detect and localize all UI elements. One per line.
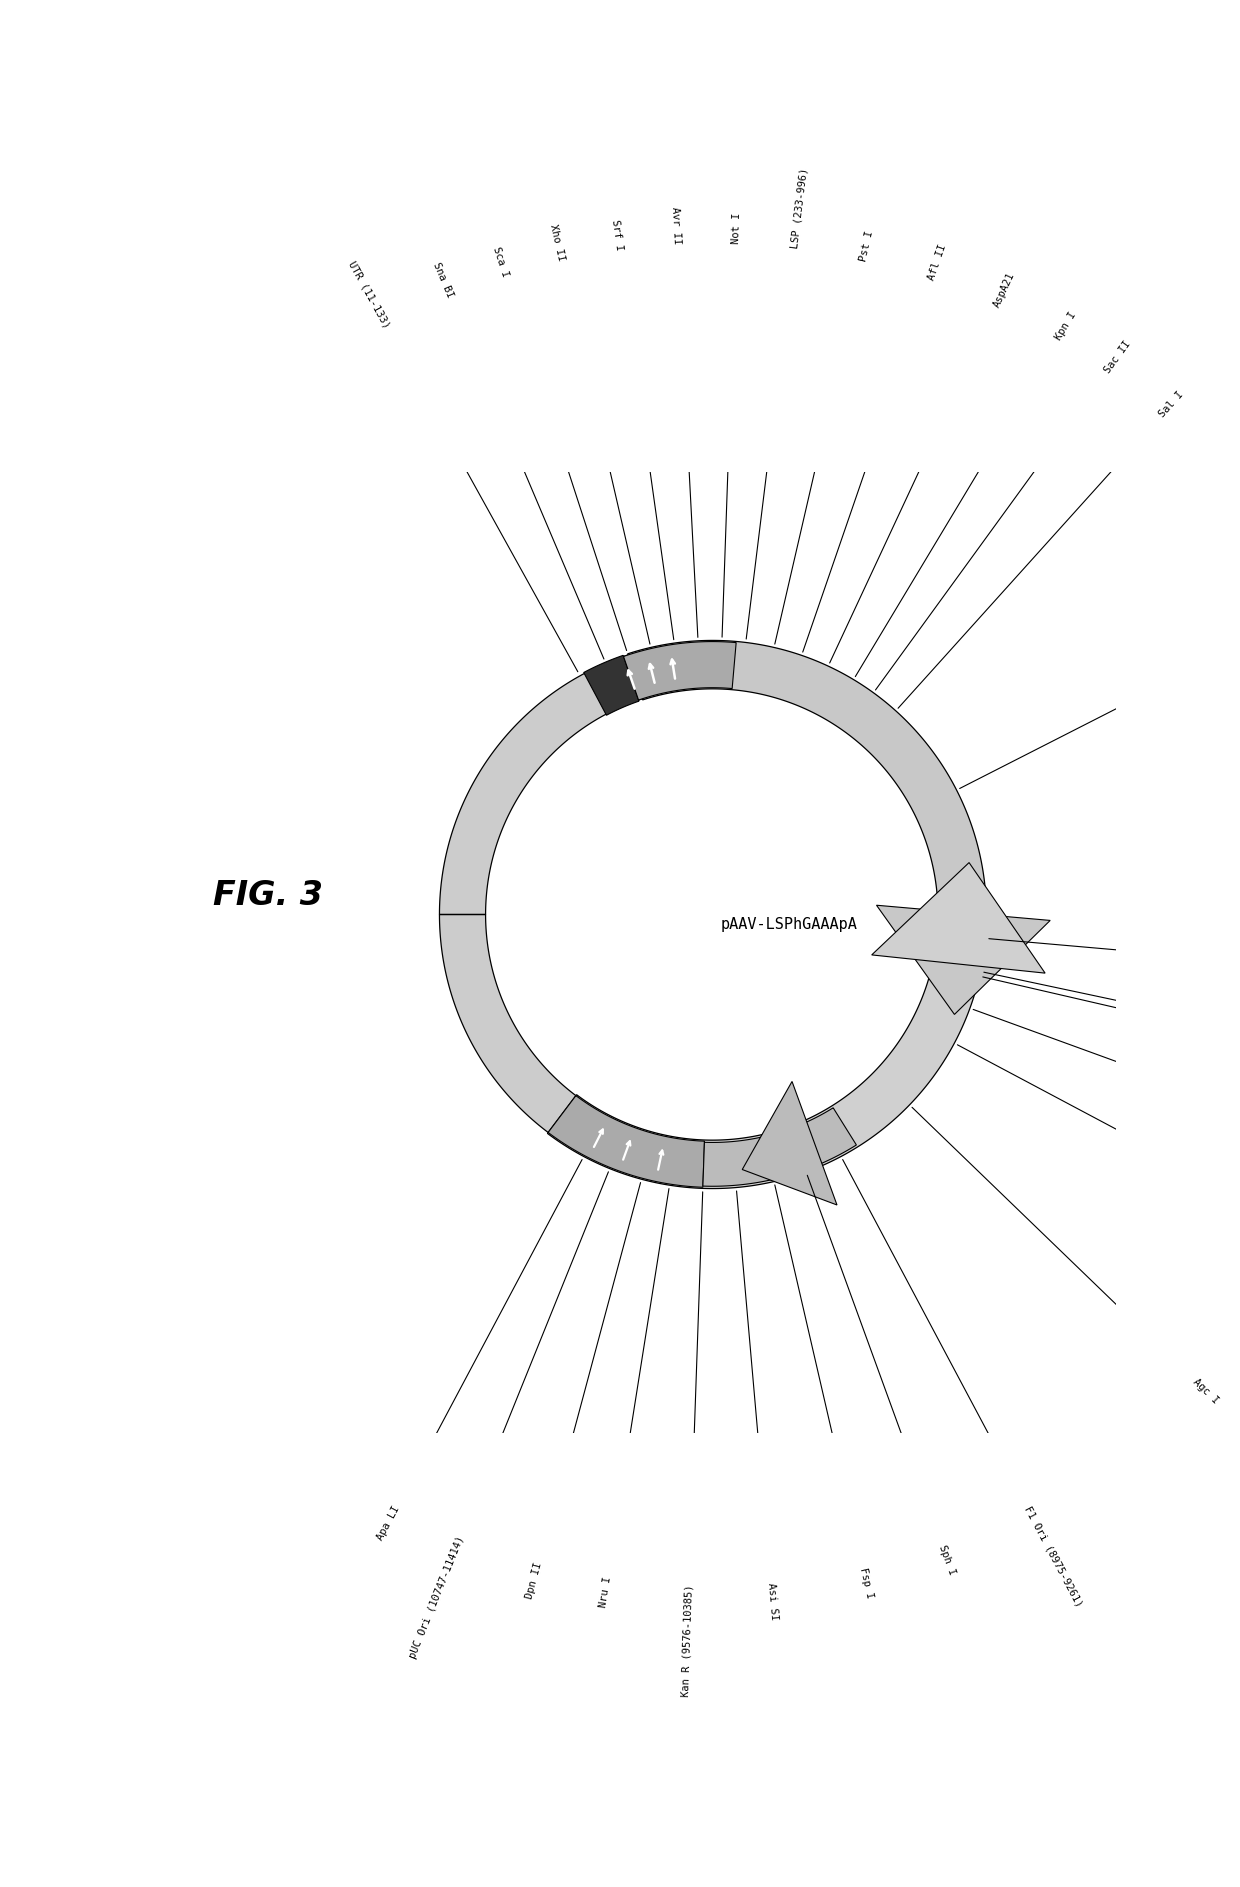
Text: Apa LI: Apa LI: [376, 1504, 402, 1542]
Text: Sac II: Sac II: [1102, 338, 1133, 376]
Polygon shape: [877, 906, 1050, 1015]
Text: Srf I: Srf I: [610, 219, 624, 251]
Text: UTR (11-133): UTR (11-133): [346, 260, 392, 330]
Text: Sph I: Sph I: [937, 1544, 957, 1576]
Text: Sal I: Sal I: [1157, 389, 1185, 419]
Text: Avr II: Avr II: [671, 208, 682, 245]
Polygon shape: [584, 655, 639, 715]
Polygon shape: [624, 642, 737, 700]
Polygon shape: [548, 1096, 704, 1187]
Text: Dpn II: Dpn II: [525, 1561, 543, 1600]
Text: Agc I: Agc I: [1192, 1378, 1221, 1406]
Polygon shape: [627, 640, 987, 938]
Text: Xho II: Xho II: [548, 223, 567, 262]
Polygon shape: [743, 1081, 837, 1206]
Polygon shape: [703, 1108, 857, 1187]
Text: Sna BI: Sna BI: [432, 260, 455, 298]
Text: pAAV-LSPhGAAApA: pAAV-LSPhGAAApA: [720, 917, 858, 932]
Text: FIG. 3: FIG. 3: [213, 879, 322, 911]
Text: Not I: Not I: [730, 213, 742, 243]
Polygon shape: [439, 642, 986, 1187]
Text: Asi SI: Asi SI: [766, 1583, 779, 1621]
Text: Kan R (9576-10385): Kan R (9576-10385): [680, 1585, 694, 1698]
Text: AspA21: AspA21: [991, 270, 1017, 309]
Text: Pst I: Pst I: [858, 230, 875, 262]
Text: F1 Ori (8975-9261): F1 Ori (8975-9261): [1023, 1504, 1085, 1608]
Text: pUC Ori (10747-11414): pUC Ori (10747-11414): [407, 1534, 466, 1661]
Text: LSP (233-996): LSP (233-996): [789, 168, 808, 249]
Polygon shape: [872, 862, 1045, 974]
Text: Fsp I: Fsp I: [858, 1566, 875, 1600]
Text: Sca I: Sca I: [491, 245, 510, 277]
Text: Nru I: Nru I: [598, 1576, 613, 1608]
Text: Afl II: Afl II: [926, 243, 947, 281]
Text: Kpn I: Kpn I: [1054, 309, 1079, 342]
Polygon shape: [547, 938, 985, 1189]
